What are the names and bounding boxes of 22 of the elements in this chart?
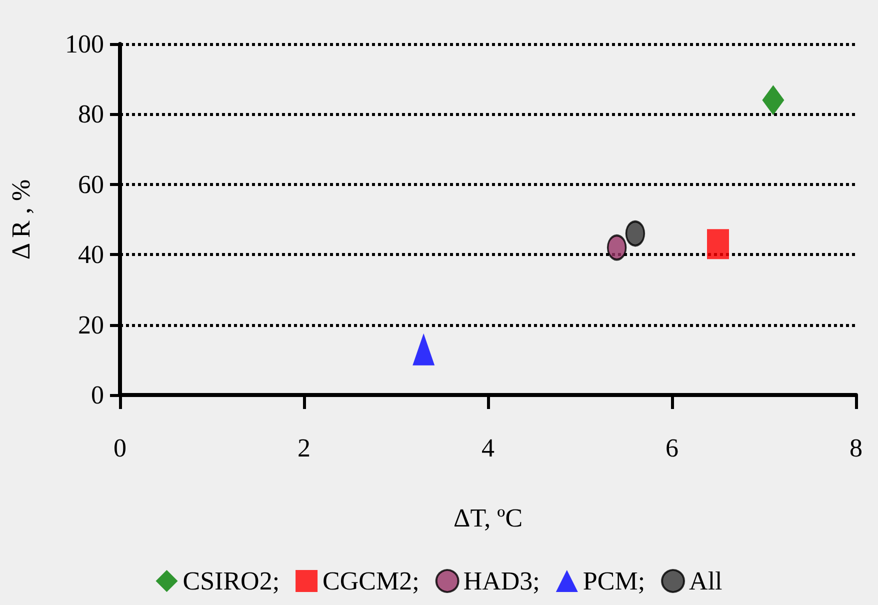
x-tick-label: 0: [114, 434, 126, 462]
legend-label: CSIRO2;: [182, 566, 280, 596]
y-tick-label: 60: [78, 170, 104, 199]
legend-label: All: [689, 566, 722, 596]
y-tick-label: 80: [78, 100, 104, 129]
point: [606, 234, 627, 261]
y-tick-label: 0: [91, 380, 104, 410]
x-tick-label: 6: [666, 434, 678, 462]
point: [707, 229, 729, 260]
x-tick-label: 4: [482, 434, 494, 462]
y-tick-label: 20: [78, 310, 104, 340]
legend-label: HAD3;: [463, 566, 540, 596]
legend-label: PCM;: [582, 566, 646, 596]
x-tick-label: 2: [298, 434, 310, 462]
point: [625, 220, 646, 247]
y-tick-label: 40: [78, 240, 104, 270]
x-tick-label: 8: [850, 434, 862, 462]
x-axis-title: ΔT, ºC: [453, 504, 523, 532]
legend-label: CGCM2;: [322, 566, 420, 596]
y-axis-title: Δ R , %: [6, 179, 36, 260]
point: [762, 85, 784, 116]
y-tick-label: 100: [65, 30, 104, 58]
